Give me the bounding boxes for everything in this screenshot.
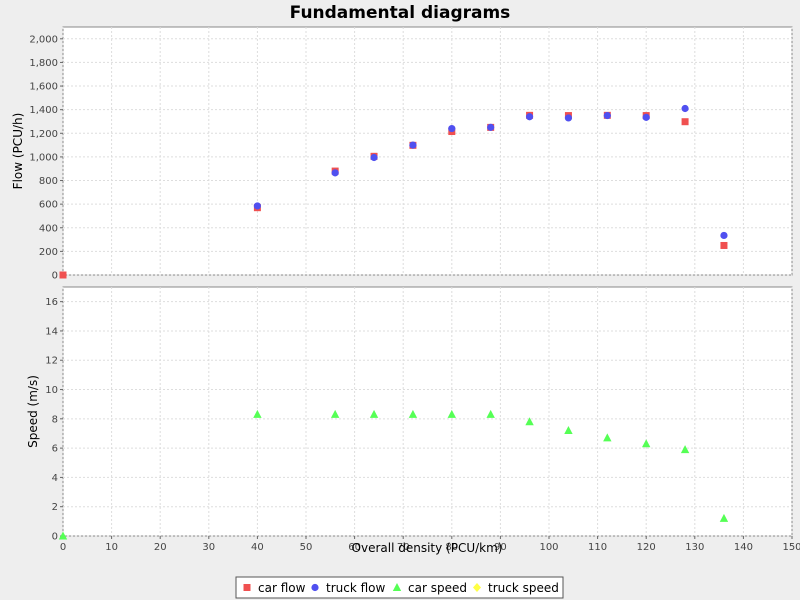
y-tick-label: 1,400 bbox=[29, 105, 58, 116]
x-axis-label: Overall density (PCU/km) bbox=[352, 541, 503, 555]
y-tick-label: 10 bbox=[45, 385, 58, 396]
x-tick-label: 120 bbox=[637, 542, 656, 553]
series-car-speed bbox=[58, 409, 729, 540]
data-point bbox=[370, 153, 378, 162]
legend-item: car flow bbox=[243, 581, 306, 595]
y-tick-label: 800 bbox=[39, 176, 58, 187]
data-point bbox=[719, 513, 729, 522]
y-axis-label: Speed (m/s) bbox=[26, 375, 40, 448]
x-tick-label: 90 bbox=[494, 542, 507, 553]
legend-marker bbox=[311, 583, 319, 592]
data-point bbox=[564, 426, 573, 435]
data-point bbox=[642, 439, 651, 448]
y-tick-label: 600 bbox=[39, 200, 58, 211]
series-truck-flow bbox=[253, 104, 728, 240]
legend-item: truck speed bbox=[473, 581, 559, 595]
plot-area bbox=[62, 286, 793, 537]
y-tick-label: 12 bbox=[45, 356, 58, 367]
y-tick-label: 1,200 bbox=[29, 129, 58, 140]
y-tick-label: 8 bbox=[52, 414, 58, 425]
data-point bbox=[525, 113, 534, 121]
x-tick-label: 40 bbox=[251, 542, 264, 553]
y-tick-label: 14 bbox=[45, 326, 58, 337]
legend-marker bbox=[243, 584, 251, 591]
plot-area bbox=[62, 26, 793, 276]
data-point bbox=[408, 409, 418, 418]
data-point bbox=[720, 241, 728, 249]
x-tick-label: 20 bbox=[154, 542, 167, 553]
speed-panel: 0 2 4 6 8 10 12 14 16 Speed (m/s) 0 10 20 30 40 50 60 70 8… bbox=[26, 286, 800, 553]
y-tick-label: 0 bbox=[52, 532, 58, 543]
y-tick-label: 0 bbox=[52, 271, 58, 282]
y-tick-label: 1,000 bbox=[29, 152, 58, 163]
legend-item: car speed bbox=[392, 581, 467, 595]
legend-label: truck speed bbox=[488, 581, 559, 595]
legend-label: truck flow bbox=[326, 581, 386, 595]
x-tick-label: 0 bbox=[60, 542, 66, 553]
x-tick-label: 100 bbox=[539, 542, 558, 553]
data-point bbox=[642, 113, 650, 121]
legend-box bbox=[235, 576, 564, 599]
x-tick-label: 70 bbox=[397, 542, 410, 553]
data-point bbox=[331, 169, 339, 177]
data-point bbox=[681, 104, 689, 113]
data-point bbox=[58, 531, 68, 540]
y-tick-label: 4 bbox=[52, 473, 58, 484]
x-tick-label: 110 bbox=[588, 542, 607, 553]
data-point bbox=[253, 409, 262, 418]
data-point bbox=[486, 409, 495, 418]
x-tick-label: 60 bbox=[348, 542, 361, 553]
x-tick-label: 150 bbox=[782, 542, 800, 553]
y-axis-label: Flow (PCU/h) bbox=[11, 113, 25, 190]
data-point bbox=[564, 114, 573, 122]
y-tick-label: 16 bbox=[45, 297, 58, 308]
data-point bbox=[447, 409, 456, 418]
x-tick-label: 10 bbox=[105, 542, 118, 553]
data-point bbox=[525, 417, 534, 426]
data-point bbox=[59, 271, 67, 279]
data-point bbox=[720, 231, 728, 240]
x-tick-label: 50 bbox=[300, 542, 313, 553]
x-tick-label: 140 bbox=[734, 542, 753, 553]
data-point bbox=[330, 409, 340, 418]
y-tick-label: 2 bbox=[52, 502, 58, 513]
x-tick-label: 130 bbox=[685, 542, 704, 553]
y-tick-label: 400 bbox=[39, 223, 58, 234]
legend-marker bbox=[473, 583, 481, 592]
y-tick-label: 200 bbox=[39, 247, 58, 258]
data-point bbox=[603, 111, 611, 120]
y-tick-label: 1,800 bbox=[29, 58, 58, 69]
legend: car flow truck flow car speed truck speed bbox=[235, 576, 564, 599]
legend-item: truck flow bbox=[311, 581, 386, 595]
legend-marker bbox=[392, 583, 402, 591]
chart-title: Fundamental diagrams bbox=[290, 3, 511, 23]
x-tick-label: 30 bbox=[202, 542, 215, 553]
data-point bbox=[409, 141, 417, 149]
legend-label: car speed bbox=[408, 581, 467, 595]
data-point bbox=[603, 433, 612, 442]
data-point bbox=[448, 124, 456, 133]
legend-label: car flow bbox=[258, 581, 306, 595]
data-point bbox=[681, 118, 689, 126]
data-point bbox=[369, 409, 379, 418]
data-point bbox=[487, 123, 495, 131]
data-point bbox=[253, 202, 261, 210]
y-tick-label: 2,000 bbox=[29, 34, 58, 45]
y-tick-label: 6 bbox=[52, 444, 58, 455]
flow-panel: 0 200 400 600 800 1,000 1,200 1,400 1,600 1,800 2,… bbox=[11, 26, 793, 282]
x-tick-label: 80 bbox=[445, 542, 458, 553]
y-tick-label: 1,600 bbox=[29, 82, 58, 93]
data-point bbox=[680, 445, 690, 454]
